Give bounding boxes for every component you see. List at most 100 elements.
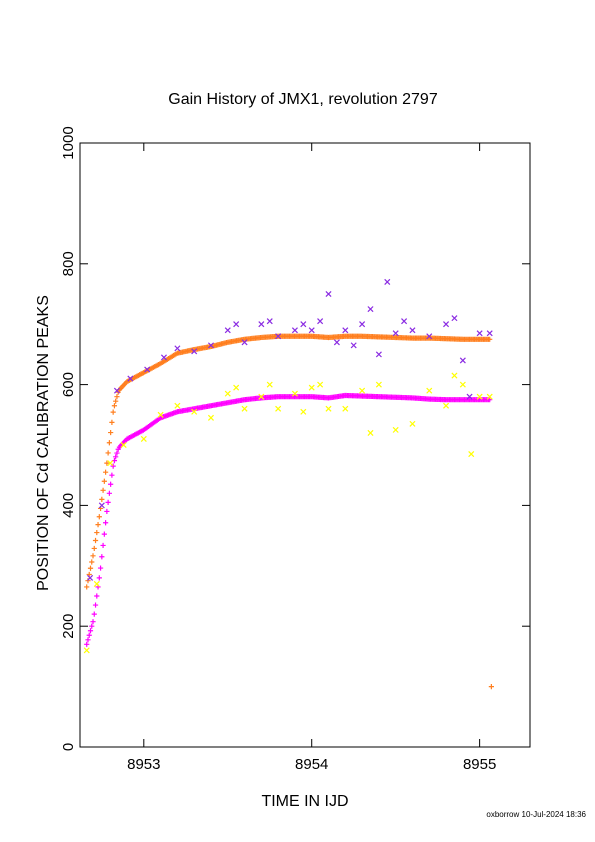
data-point <box>84 584 90 590</box>
x-tick-label: 8954 <box>295 756 328 773</box>
data-point <box>101 478 107 484</box>
data-point <box>84 641 90 647</box>
data-point <box>113 398 119 404</box>
data-point <box>174 345 181 352</box>
data-point <box>90 553 96 559</box>
data-point <box>87 565 94 571</box>
x-tick-label: 8955 <box>463 756 496 773</box>
data-point <box>207 342 214 349</box>
data-point <box>325 405 332 412</box>
data-point <box>144 366 151 373</box>
data-point <box>375 351 382 358</box>
data-point <box>111 403 118 409</box>
data-point <box>342 327 349 334</box>
data-point <box>114 394 120 400</box>
chart-title: Gain History of JMX1, revolution 2797 <box>168 91 438 108</box>
data-point <box>488 684 494 690</box>
data-point <box>342 405 349 412</box>
data-point <box>104 460 110 466</box>
data-point <box>409 327 416 334</box>
data-point <box>104 508 110 515</box>
data-point <box>96 575 102 581</box>
data-point <box>443 402 450 409</box>
data-point <box>108 429 114 436</box>
data-point <box>275 333 282 340</box>
data-point <box>241 405 248 412</box>
data-point <box>103 469 109 475</box>
x-axis: 8953 8954 8955 <box>127 143 496 773</box>
data-point <box>191 348 198 355</box>
y-tick-label: 800 <box>60 251 77 276</box>
data-point <box>90 619 96 625</box>
data-point <box>93 580 100 587</box>
data-point <box>207 414 214 421</box>
data-point <box>317 381 324 388</box>
data-point <box>426 333 433 340</box>
data-point <box>106 440 112 446</box>
data-point <box>233 321 240 328</box>
data-point <box>99 554 105 560</box>
data-point <box>107 460 114 467</box>
data-point <box>85 637 91 643</box>
data-point <box>291 390 298 397</box>
data-point <box>224 327 231 334</box>
data-point <box>451 315 458 322</box>
data-point <box>300 321 307 328</box>
data-point <box>103 520 109 526</box>
data-point <box>113 387 120 394</box>
data-point <box>94 529 100 536</box>
data-point <box>108 481 114 487</box>
data-point <box>275 405 282 412</box>
data-point <box>120 441 127 449</box>
data-point <box>476 330 483 337</box>
data-point <box>487 336 493 342</box>
data-point <box>443 321 450 328</box>
data-point <box>91 611 97 617</box>
data-point <box>486 330 493 337</box>
data-point <box>266 318 273 325</box>
series-2 <box>87 278 493 581</box>
data-point <box>97 565 104 571</box>
data-point <box>426 387 433 394</box>
data-point <box>86 632 92 638</box>
data-point <box>487 397 493 403</box>
data-point <box>266 381 273 388</box>
data-point <box>92 602 99 608</box>
data-point <box>459 381 466 388</box>
data-point <box>384 278 391 285</box>
data-point <box>83 647 90 654</box>
data-point <box>392 330 399 337</box>
data-point <box>110 409 116 415</box>
y-tick-label: 200 <box>60 614 77 639</box>
data-point <box>459 357 466 364</box>
data-point <box>160 354 167 361</box>
data-point <box>140 435 147 442</box>
series-0 <box>84 333 493 590</box>
data-point <box>100 542 106 549</box>
data-point <box>157 411 164 418</box>
data-point <box>325 290 332 298</box>
series-1 <box>84 392 493 647</box>
x-tick-label: 8953 <box>127 756 160 773</box>
data-point <box>468 451 475 458</box>
data-point <box>174 402 181 409</box>
data-point <box>94 593 100 599</box>
data-point <box>308 384 315 391</box>
data-point <box>476 393 483 400</box>
y-axis: 0 200 400 600 800 1000 <box>60 126 530 751</box>
plot-frame <box>79 142 531 748</box>
y-tick-label: 1000 <box>60 126 77 159</box>
data-point <box>98 502 105 509</box>
data-point <box>127 375 134 382</box>
data-point <box>308 327 315 334</box>
data-point <box>87 628 94 634</box>
data-point <box>241 339 248 346</box>
data-point <box>466 393 473 400</box>
y-tick-label: 0 <box>60 743 77 751</box>
data-point <box>106 490 112 496</box>
data-point <box>92 537 99 544</box>
y-tick-label: 400 <box>60 493 77 518</box>
data-point <box>224 390 231 397</box>
y-tick-label: 600 <box>60 372 77 397</box>
